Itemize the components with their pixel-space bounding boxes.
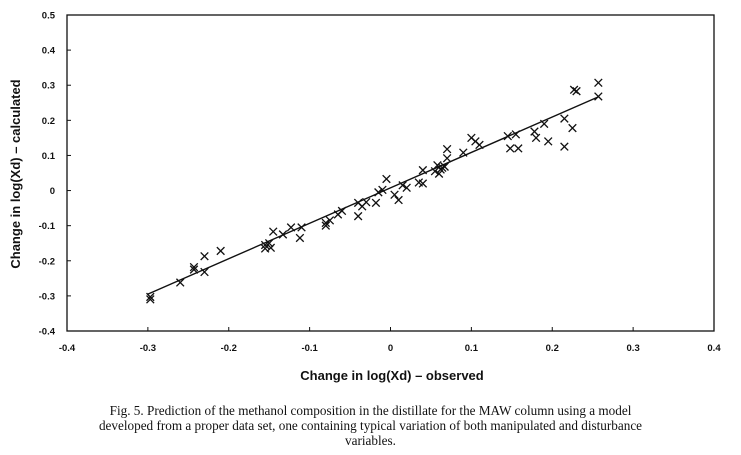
data-point — [189, 262, 199, 272]
y-tick-label: 0.3 — [42, 81, 55, 92]
x-tick-label: 0.2 — [546, 343, 559, 354]
data-point — [543, 137, 553, 146]
y-axis-title: Change in log(Xd) – calculated — [8, 79, 23, 268]
data-point — [189, 265, 199, 274]
data-point — [442, 153, 452, 163]
data-points — [146, 78, 603, 304]
y-tick-label: -0.2 — [39, 256, 55, 267]
data-point — [337, 206, 347, 216]
y-tick-label: 0.5 — [42, 11, 56, 22]
data-point — [216, 246, 225, 256]
y-tick-label: -0.4 — [39, 327, 56, 338]
x-tick-label: 0 — [388, 343, 393, 354]
data-point — [266, 243, 276, 253]
plot-area — [66, 14, 715, 332]
data-point — [398, 181, 407, 190]
data-point — [264, 238, 274, 248]
data-point — [295, 233, 305, 243]
data-point — [278, 230, 288, 239]
y-tick-label: 0.2 — [42, 116, 55, 127]
data-point — [459, 148, 468, 157]
data-point — [200, 251, 209, 261]
data-point — [505, 144, 515, 153]
y-tick-label: 0 — [50, 186, 55, 197]
data-point — [442, 144, 452, 154]
data-point — [539, 119, 549, 129]
data-point — [511, 130, 521, 139]
data-point — [146, 292, 155, 302]
x-tick-label: -0.3 — [140, 343, 156, 354]
x-tick-label: 0.3 — [627, 343, 640, 354]
data-point — [560, 114, 569, 123]
data-point — [560, 142, 569, 151]
data-point — [418, 165, 428, 175]
x-tick-label: -0.4 — [59, 343, 76, 354]
caption-line-2: developed from a proper data set, one co… — [98, 418, 643, 433]
figure-caption: Fig. 5. Prediction of the methanol compo… — [30, 403, 711, 448]
data-point — [569, 85, 579, 95]
data-point — [594, 92, 603, 101]
caption-line-3: variables. — [345, 433, 396, 448]
data-point — [514, 144, 523, 153]
data-point — [418, 179, 428, 188]
data-point — [430, 166, 440, 176]
y-tick-label: 0.1 — [42, 151, 56, 162]
data-point — [475, 140, 484, 150]
data-point — [503, 131, 513, 141]
x-axis: -0.4 -0.3 -0.2 -0.1 0 0.1 0.2 0.3 0.4 — [59, 327, 721, 354]
data-point — [353, 211, 363, 221]
data-point — [568, 123, 577, 133]
x-tick-label: -0.1 — [301, 343, 318, 354]
data-point — [321, 218, 331, 228]
data-point — [390, 190, 399, 200]
data-point — [146, 295, 155, 304]
data-point — [361, 197, 371, 207]
data-point — [530, 127, 539, 136]
plot-border — [66, 14, 715, 332]
y-tick-label: -0.1 — [39, 221, 56, 232]
x-tick-label: -0.2 — [221, 343, 237, 354]
data-point — [374, 188, 383, 197]
data-point — [594, 78, 603, 88]
data-point — [402, 183, 411, 193]
data-point — [286, 223, 296, 232]
x-tick-label: 0.4 — [707, 343, 721, 354]
data-point — [433, 161, 442, 170]
y-tick-label: -0.3 — [39, 291, 55, 302]
data-point — [378, 185, 387, 195]
data-point — [321, 221, 331, 230]
data-point — [268, 227, 278, 236]
data-point — [325, 216, 335, 225]
fit-line — [147, 95, 600, 295]
data-point — [371, 198, 381, 208]
caption-line-1: Fig. 5. Prediction of the methanol compo… — [109, 403, 632, 418]
data-point — [531, 133, 541, 143]
data-point — [297, 223, 306, 232]
data-point — [572, 86, 581, 96]
data-point — [200, 267, 209, 277]
y-tick-label: 0.4 — [42, 46, 56, 57]
fit-line-group — [147, 95, 600, 295]
data-point — [382, 174, 391, 184]
data-point — [438, 163, 447, 172]
y-axis: 0.5 0.4 0.3 0.2 0.1 0 -0.1 -0.2 -0.3 -0.4 — [39, 11, 71, 338]
data-point — [175, 278, 185, 287]
x-tick-label: 0.1 — [465, 343, 479, 354]
data-point — [394, 195, 403, 205]
data-point — [440, 162, 449, 171]
x-axis-title: Change in log(Xd) – observed — [300, 368, 484, 383]
